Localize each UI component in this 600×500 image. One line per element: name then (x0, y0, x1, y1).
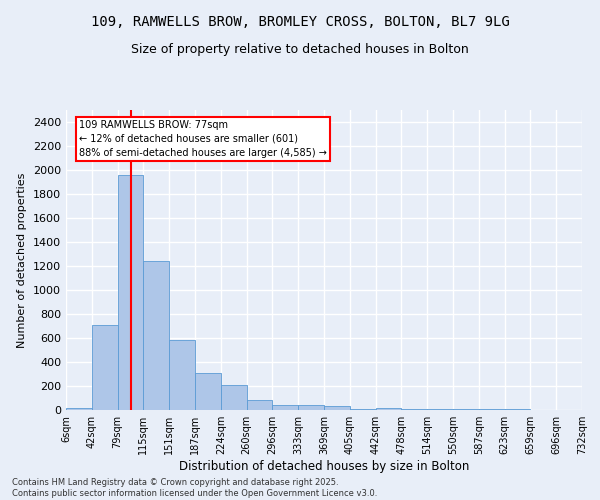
Bar (195, 373, 221, 410)
Bar (221, 386, 247, 410)
Bar (143, 261, 169, 410)
Y-axis label: Number of detached properties: Number of detached properties (17, 172, 28, 348)
Text: 109 RAMWELLS BROW: 77sqm
← 12% of detached houses are smaller (601)
88% of semi-: 109 RAMWELLS BROW: 77sqm ← 12% of detach… (79, 120, 327, 158)
Text: Contains HM Land Registry data © Crown copyright and database right 2025.
Contai: Contains HM Land Registry data © Crown c… (12, 478, 377, 498)
Text: Size of property relative to detached houses in Bolton: Size of property relative to detached ho… (131, 42, 469, 56)
Bar (92, 325, 118, 410)
Bar (298, 404, 324, 410)
Bar (118, 175, 143, 410)
Text: 109, RAMWELLS BROW, BROMLEY CROSS, BOLTON, BL7 9LG: 109, RAMWELLS BROW, BROMLEY CROSS, BOLTO… (91, 15, 509, 29)
Bar (272, 405, 298, 410)
Bar (376, 408, 401, 410)
X-axis label: Distribution of detached houses by size in Bolton: Distribution of detached houses by size … (179, 460, 469, 473)
Bar (66, 408, 92, 410)
Bar (169, 340, 195, 410)
Bar (324, 406, 350, 410)
Bar (247, 400, 272, 410)
